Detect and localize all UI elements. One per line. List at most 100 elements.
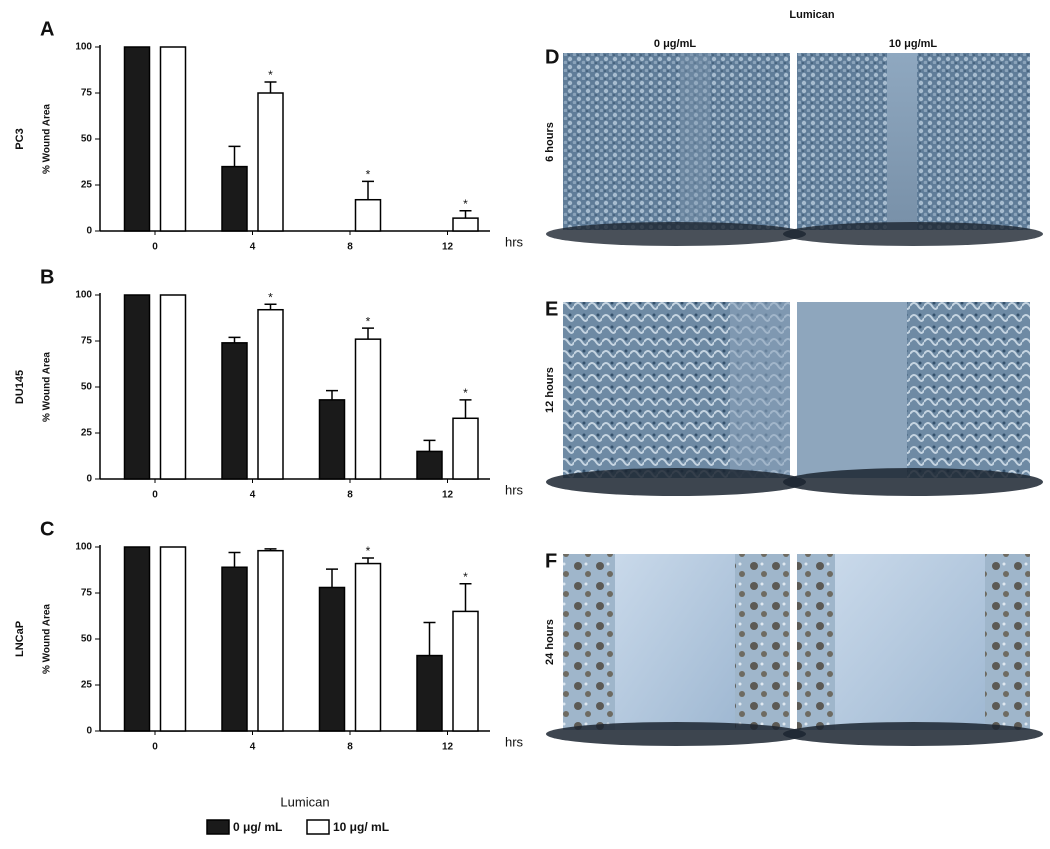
x-tick-label: 8 <box>347 242 353 253</box>
bar <box>123 294 151 480</box>
panel-letter: C <box>40 518 54 540</box>
micrograph <box>783 53 1043 246</box>
y-axis-label: % Wound Area <box>42 104 53 174</box>
x-tick-label: 4 <box>250 742 256 753</box>
y-tick-label: 0 <box>86 474 92 485</box>
bar <box>318 399 346 480</box>
significance-mark: * <box>366 167 371 181</box>
bar <box>354 562 382 732</box>
image-title: Lumican <box>789 9 835 21</box>
error-bar <box>459 399 472 419</box>
panel-letter: E <box>545 298 558 320</box>
significance-mark: * <box>366 314 371 328</box>
x-tick-label: 4 <box>250 242 256 253</box>
error-bar <box>228 551 241 568</box>
y-tick-label: 50 <box>81 134 93 145</box>
bar <box>452 417 479 480</box>
significance-mark: * <box>268 68 273 82</box>
error-bar <box>326 389 338 400</box>
bar <box>221 165 248 232</box>
error-bar <box>228 145 241 167</box>
error-bar <box>362 557 374 564</box>
error-bar <box>423 439 436 452</box>
y-tick-label: 100 <box>75 542 92 553</box>
significance-mark: * <box>366 544 371 558</box>
panel-letter: F <box>545 550 557 572</box>
y-axis-label: % Wound Area <box>42 352 53 422</box>
panel-letter: A <box>40 18 54 40</box>
y-tick-label: 75 <box>81 88 93 99</box>
row-label: 12 hours <box>544 367 556 413</box>
x-tick-label: 0 <box>152 242 158 253</box>
error-bar <box>362 180 374 200</box>
significance-mark: * <box>463 570 468 584</box>
bar <box>159 294 187 480</box>
image-grid: Lumican 0 μg/mL 10 μg/mL D 6 hours E 12 … <box>544 9 1043 746</box>
bar <box>123 46 151 232</box>
legend-label: 0 μg/ mL <box>233 820 282 834</box>
y-axis-label: % Wound Area <box>42 604 53 674</box>
x-axis-label: hrs <box>505 482 524 497</box>
y-tick-label: 50 <box>81 382 93 393</box>
micrograph <box>783 554 1043 746</box>
bar <box>221 566 248 732</box>
x-tick-label: 12 <box>442 742 454 753</box>
legend-label: 10 μg/ mL <box>333 820 389 834</box>
y-tick-label: 75 <box>81 336 93 347</box>
panel-letter: B <box>40 266 54 288</box>
bar <box>452 610 479 732</box>
bar <box>257 549 284 732</box>
error-bar <box>264 81 277 93</box>
error-bar <box>459 210 472 219</box>
row-label: 6 hours <box>544 122 556 162</box>
y-tick-label: 75 <box>81 588 93 599</box>
bar <box>318 586 346 732</box>
error-bar <box>459 583 472 612</box>
y-tick-label: 100 <box>75 42 92 53</box>
column-label: 0 μg/mL <box>654 38 696 50</box>
bar <box>159 546 187 732</box>
bar <box>354 198 382 232</box>
legend-swatch <box>206 819 230 835</box>
panel-title: PC3 <box>14 128 26 149</box>
error-bar <box>228 336 241 343</box>
significance-mark: * <box>463 197 468 211</box>
row-label: 24 hours <box>544 619 556 665</box>
bar <box>123 546 151 732</box>
bar <box>416 654 443 732</box>
micrograph <box>783 302 1043 496</box>
panel-letter: D <box>545 46 559 68</box>
legend-title: Lumican <box>280 794 329 809</box>
bar <box>416 450 443 480</box>
bar <box>257 92 284 232</box>
significance-mark: * <box>463 386 468 400</box>
x-tick-label: 8 <box>347 742 353 753</box>
x-tick-label: 0 <box>152 490 158 501</box>
x-tick-label: 8 <box>347 490 353 501</box>
panel-title: DU145 <box>14 370 26 404</box>
legend-swatch <box>306 819 330 835</box>
x-tick-label: 4 <box>250 490 256 501</box>
panel-title: LNCaP <box>14 621 26 657</box>
y-tick-label: 0 <box>86 726 92 737</box>
y-tick-label: 25 <box>81 680 93 691</box>
y-tick-label: 50 <box>81 634 93 645</box>
y-tick-label: 25 <box>81 180 93 191</box>
y-tick-label: 25 <box>81 428 93 439</box>
error-bar <box>362 327 374 340</box>
bar <box>354 338 382 480</box>
micrograph <box>546 53 806 246</box>
y-tick-label: 0 <box>86 226 92 237</box>
bar <box>452 217 479 232</box>
error-bar <box>423 621 436 656</box>
x-axis-label: hrs <box>505 734 524 749</box>
bar <box>221 342 248 480</box>
x-tick-label: 0 <box>152 742 158 753</box>
x-tick-label: 12 <box>442 242 454 253</box>
error-bar <box>326 568 338 588</box>
micrograph <box>546 302 806 496</box>
legend: Lumican <box>280 794 329 809</box>
micrograph <box>546 554 806 746</box>
error-bar <box>264 303 277 310</box>
